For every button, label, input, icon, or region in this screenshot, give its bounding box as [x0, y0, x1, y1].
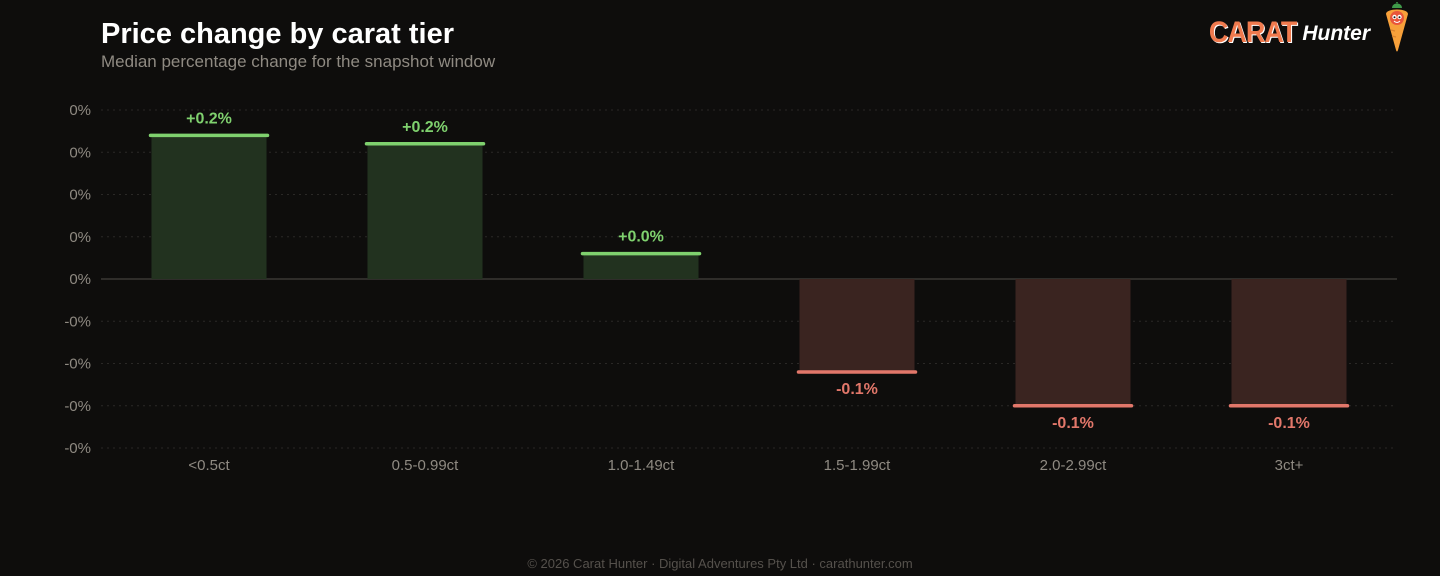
x-tick-label: <0.5ct: [188, 457, 230, 474]
bar: [367, 143, 483, 279]
bar: [799, 279, 915, 372]
x-tick-label: 1.0-1.49ct: [608, 457, 676, 474]
bar-layer: [148, 133, 1350, 408]
data-label: +0.2%: [402, 119, 448, 136]
data-label: -0.1%: [1052, 415, 1094, 432]
bar: [1015, 279, 1131, 406]
chart-title: Price change by carat tier: [101, 18, 454, 50]
y-tick-label: 0%: [69, 229, 91, 246]
data-label: -0.1%: [836, 381, 878, 398]
carrot-mascot-icon: [1386, 2, 1408, 52]
data-label: -0.1%: [1268, 415, 1310, 432]
label-layer: 0% 0% 0% 0% 0% -0% -0% -0% -0% +0.2% <0.5ct +0.2% 0.…: [64, 102, 1310, 474]
footer-copyright: © 2026 Carat Hunter · Digital Adventures…: [527, 556, 913, 571]
y-tick-label: 0%: [69, 144, 91, 161]
bar: [151, 135, 267, 279]
y-tick-label: 0%: [69, 271, 91, 288]
chart-subtitle: Median percentage change for the snapsho…: [101, 52, 496, 71]
x-tick-label: 0.5-0.99ct: [392, 457, 460, 474]
x-tick-label: 3ct+: [1275, 457, 1304, 474]
data-label: +0.0%: [618, 229, 664, 246]
brand-logo[interactable]: CARAT Hunter: [1209, 0, 1412, 56]
y-tick-label: -0%: [64, 440, 91, 457]
bar-chart: 0% 0% 0% 0% 0% -0% -0% -0% -0% +0.2% <0.5ct +0.2% 0.…: [64, 102, 1397, 474]
x-tick-label: 2.0-2.99ct: [1040, 457, 1108, 474]
y-tick-label: 0%: [69, 102, 91, 119]
data-label: +0.2%: [186, 110, 232, 127]
y-tick-label: 0%: [69, 187, 91, 204]
x-tick-label: 1.5-1.99ct: [824, 457, 892, 474]
brand-word-hunter: Hunter: [1302, 22, 1370, 45]
grid-layer: [101, 109, 1397, 449]
y-tick-label: -0%: [64, 356, 91, 373]
bar: [583, 253, 699, 279]
bar: [1231, 279, 1347, 406]
brand-word-carat: CARAT: [1208, 14, 1297, 48]
y-tick-label: -0%: [64, 398, 91, 415]
y-tick-label: -0%: [64, 313, 91, 330]
